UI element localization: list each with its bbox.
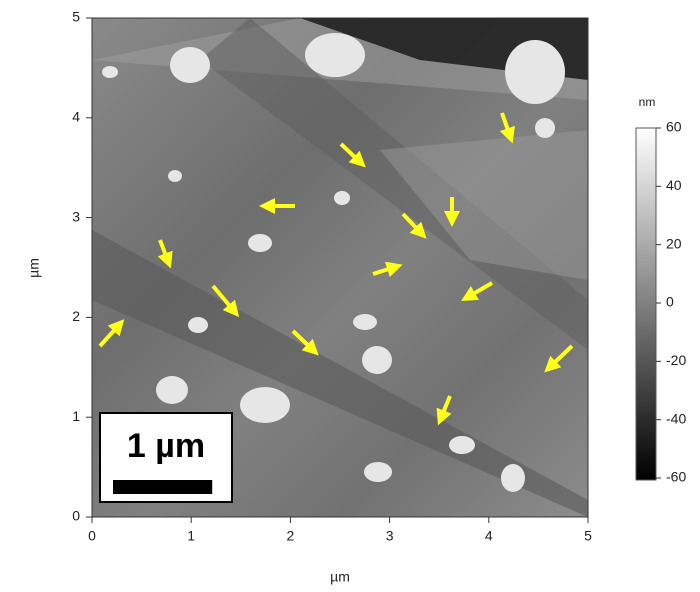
colorbar-tick-label: -60 [666, 469, 686, 485]
x-tick-label: 2 [287, 528, 295, 544]
x-tick-label: 4 [485, 528, 493, 544]
colorbar-tick-label: 40 [666, 177, 682, 193]
x-tick-label: 1 [187, 528, 195, 544]
x-tick-label: 0 [88, 528, 96, 544]
colorbar-tick-label: -20 [666, 352, 686, 368]
x-tick-label: 3 [386, 528, 394, 544]
x-axis-label: µm [330, 569, 350, 585]
colorbar-tick-label: 60 [666, 119, 682, 135]
colorbar-tick-label: 20 [666, 235, 682, 251]
scale-bar-label: 1 µm [127, 427, 205, 465]
y-tick-label: 1 [72, 408, 80, 424]
chart: 1 µm nm µm µm 0 1 2 3 4 5 0 1 2 3 4 5 -60 -40 -20 0 20 40… [0, 0, 700, 587]
y-axis-label: µm [26, 258, 42, 278]
y-tick-label: 2 [72, 308, 80, 324]
colorbar [636, 128, 656, 480]
y-tick-label: 4 [72, 109, 80, 125]
colorbar-label: nm [639, 95, 656, 109]
y-tick-label: 3 [72, 208, 80, 224]
scale-bar [113, 480, 212, 494]
colorbar-tick-label: -40 [666, 410, 686, 426]
x-tick-label: 5 [584, 528, 592, 544]
y-tick-label: 5 [72, 9, 80, 25]
colorbar-tick-label: 0 [666, 294, 674, 310]
y-tick-label: 0 [72, 508, 80, 524]
